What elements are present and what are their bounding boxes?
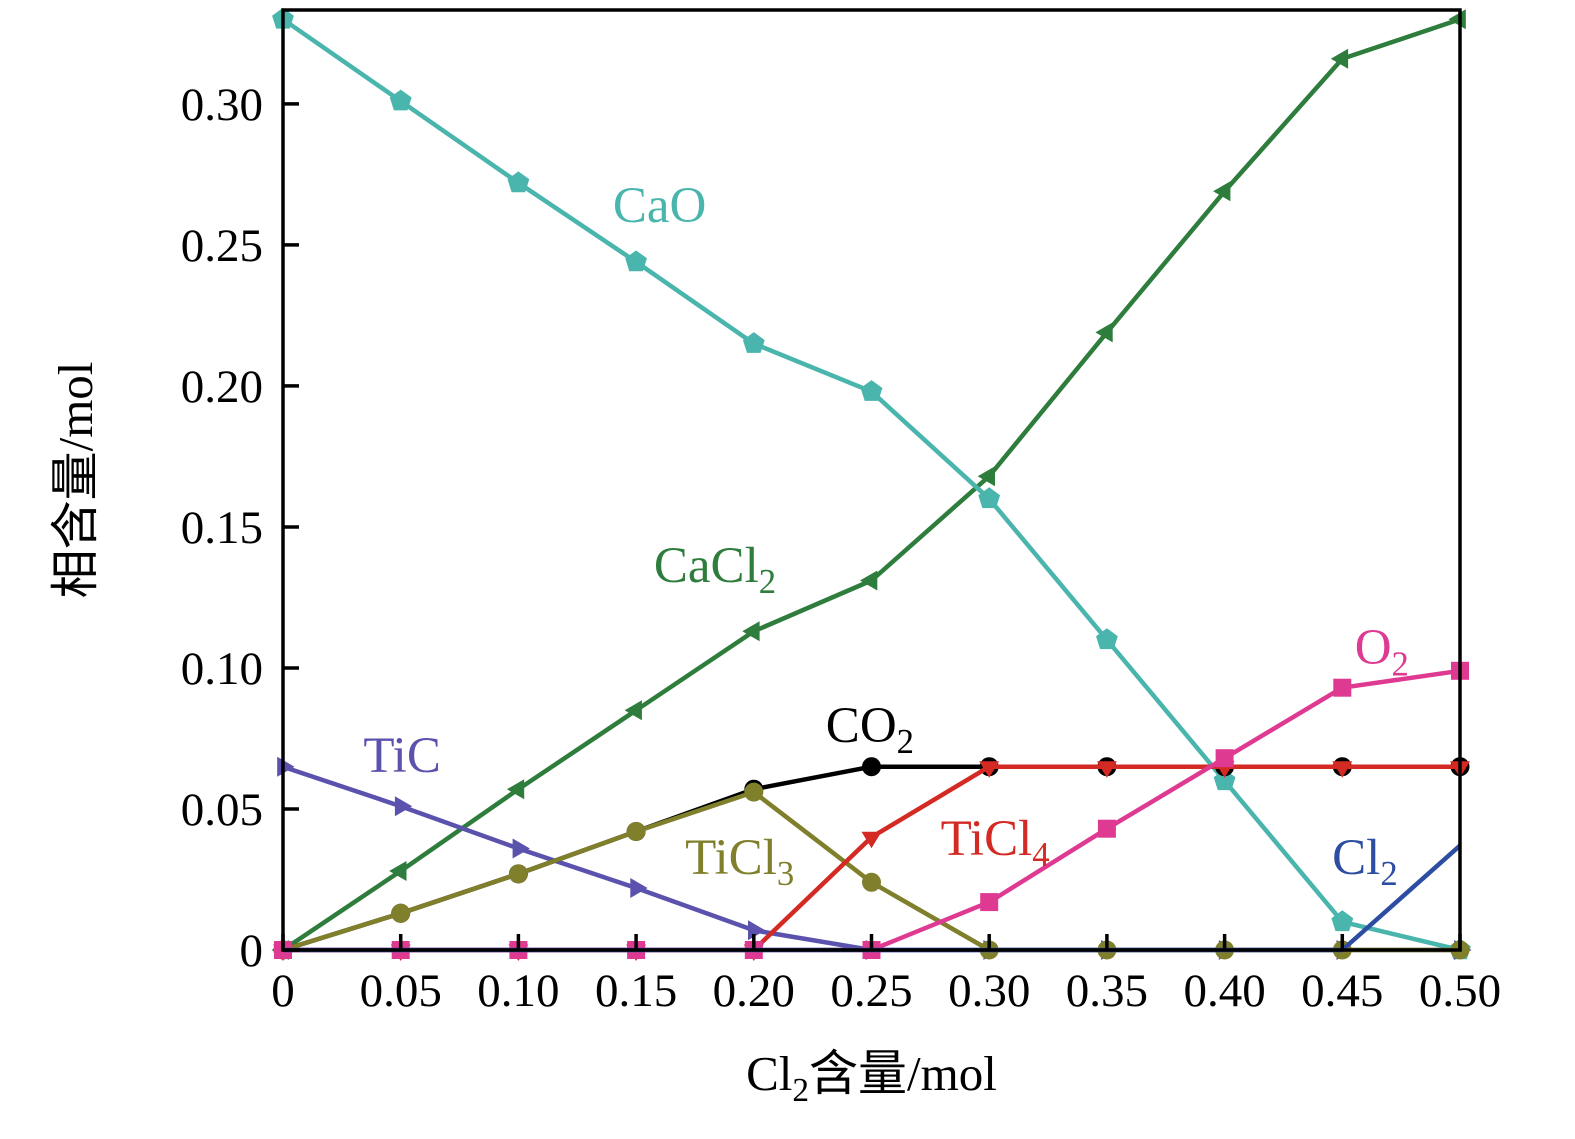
y-tick-label: 0.15 — [181, 502, 263, 554]
y-tick-label: 0.20 — [181, 361, 263, 413]
y-axis-title: 相含量/mol — [48, 362, 103, 599]
x-tick-label: 0.50 — [1419, 965, 1501, 1017]
label-CO2: CO2 — [826, 698, 914, 761]
series-TiCl3 — [273, 782, 1470, 960]
x-tick-label: 0.10 — [477, 965, 559, 1017]
label-Cl2: Cl2 — [1332, 830, 1398, 893]
label-TiCl3: TiCl3 — [685, 830, 794, 893]
series-CaCl2 — [271, 9, 1466, 960]
x-tick-label: 0.35 — [1066, 965, 1148, 1017]
x-tick-label: 0 — [271, 965, 295, 1017]
series-line-CaO — [281, 17, 1461, 953]
series-line-TiC — [282, 764, 1460, 953]
x-tick-label: 0.20 — [713, 965, 795, 1017]
x-axis-title: Cl2含量/mol — [746, 1046, 997, 1109]
x-tick-label: 0.15 — [595, 965, 677, 1017]
x-tick-label: 0.05 — [360, 965, 442, 1017]
y-tick-label: 0.10 — [181, 643, 263, 695]
series-line-TiCl3 — [282, 789, 1460, 953]
series-CaO — [272, 7, 1471, 960]
label-CaCl2: CaCl2 — [654, 538, 776, 601]
label-TiCl4: TiCl4 — [941, 811, 1050, 874]
label-O2: O2 — [1355, 620, 1409, 683]
y-tick-label: 0 — [240, 925, 264, 977]
label-TiC: TiC — [363, 728, 441, 784]
series-line-TiCl4 — [283, 764, 1460, 953]
y-tick-label: 0.30 — [181, 79, 263, 131]
x-tick-label: 0.25 — [830, 965, 912, 1017]
series-line-CaCl2 — [281, 17, 1461, 952]
series-line-CO2 — [282, 764, 1460, 953]
label-CaO: CaO — [613, 178, 706, 234]
x-tick-label: 0.45 — [1301, 965, 1383, 1017]
y-tick-label: 0.25 — [181, 220, 263, 272]
series-TiC — [277, 756, 1472, 960]
y-tick-label: 0.05 — [181, 784, 263, 836]
plot-frame — [281, 8, 1462, 952]
x-tick-label: 0.30 — [948, 965, 1030, 1017]
x-tick-label: 0.40 — [1183, 965, 1265, 1017]
